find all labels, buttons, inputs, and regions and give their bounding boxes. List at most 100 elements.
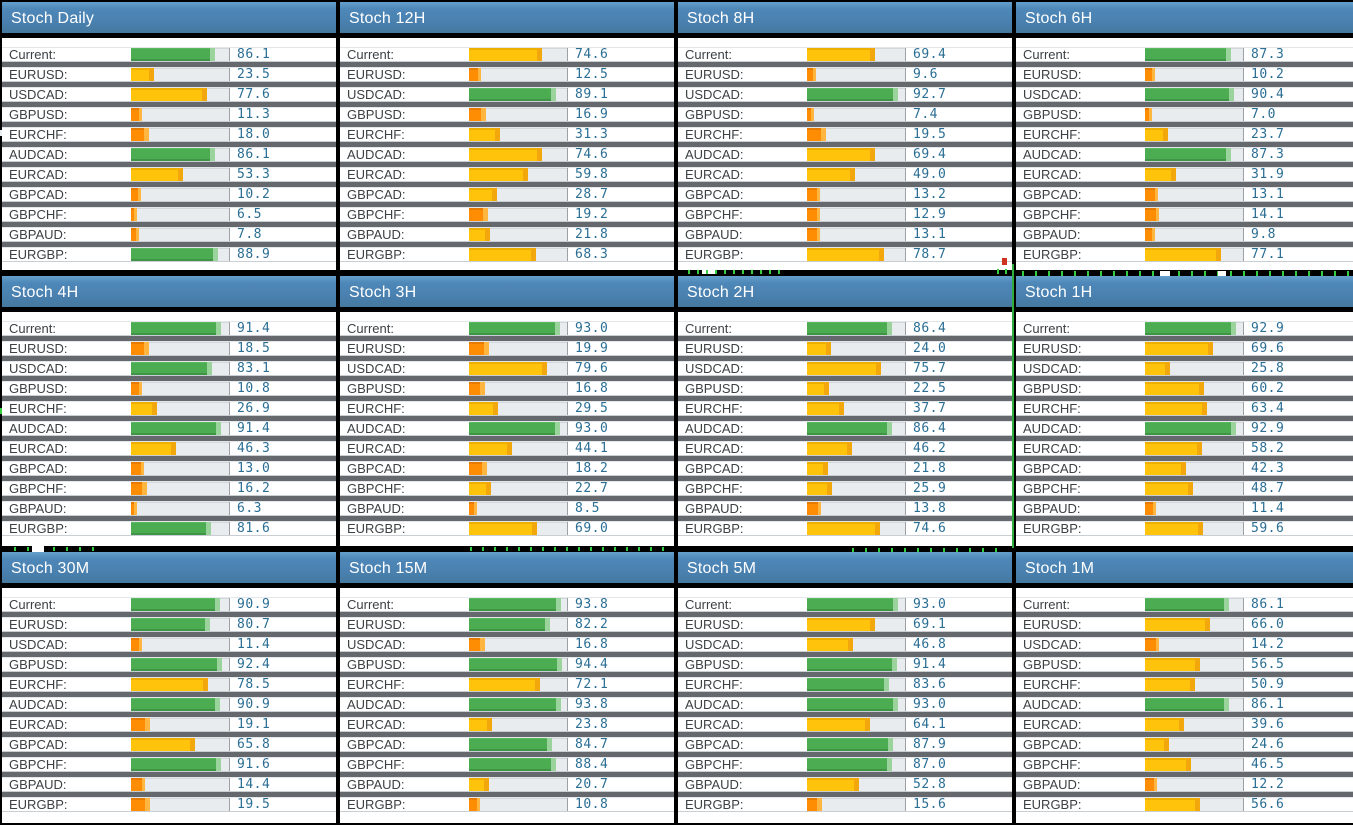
gauge-row-current: Current: 74.6 bbox=[340, 47, 674, 62]
row-separator bbox=[2, 182, 336, 187]
stoch-bar-tip bbox=[523, 168, 528, 181]
row-separator bbox=[1016, 612, 1353, 617]
gauge-row-gbpcad: GBPCAD: 84.7 bbox=[340, 737, 674, 752]
stoch-value: 23.8 bbox=[567, 718, 674, 731]
stoch-bar-track bbox=[469, 598, 567, 611]
gauge-row-gbpaud: GBPAUD: 6.3 bbox=[2, 501, 336, 516]
gauge-row-gbpcad: GBPCAD: 21.8 bbox=[678, 461, 1012, 476]
stoch-bar-track bbox=[807, 188, 905, 201]
pair-label: Current: bbox=[685, 321, 732, 336]
stoch-value: 46.3 bbox=[229, 442, 336, 455]
stoch-bar-tip bbox=[487, 718, 492, 731]
gauge-row-eurusd: EURUSD: 82.2 bbox=[340, 617, 674, 632]
row-separator bbox=[2, 612, 336, 617]
stoch-value: 92.9 bbox=[1243, 322, 1353, 335]
gauge-row-gbpusd: GBPUSD: 56.5 bbox=[1016, 657, 1353, 672]
stoch-bar-fill bbox=[1145, 108, 1152, 121]
row-separator bbox=[2, 376, 336, 381]
stoch-bar-fill bbox=[1145, 502, 1156, 515]
stoch-bar-fill bbox=[469, 618, 550, 631]
stoch-bar-fill bbox=[131, 402, 157, 415]
pair-label: AUDCAD: bbox=[347, 421, 406, 436]
stoch-value: 42.3 bbox=[1243, 462, 1353, 475]
stoch-bar-tip bbox=[876, 362, 881, 375]
stoch-value: 21.8 bbox=[567, 228, 674, 241]
pair-label: GBPCAD: bbox=[685, 187, 744, 202]
pair-label: GBPAUD: bbox=[685, 227, 743, 242]
pair-label: EURCHF: bbox=[347, 401, 405, 416]
stoch-bar-tip bbox=[1149, 108, 1152, 121]
stoch-bar-track bbox=[131, 798, 229, 811]
pair-label: USDCAD: bbox=[685, 87, 744, 102]
pair-label: EURCHF: bbox=[9, 127, 67, 142]
stoch-bar-track bbox=[1145, 68, 1243, 81]
chart-tick bbox=[1282, 271, 1284, 276]
stoch-bar-fill bbox=[807, 402, 844, 415]
pair-label: EURCAD: bbox=[9, 167, 68, 182]
pair-label: USDCAD: bbox=[9, 637, 68, 652]
chart-tick bbox=[697, 270, 699, 274]
row-separator bbox=[340, 416, 674, 421]
stoch-bar-tip bbox=[542, 362, 547, 375]
chart-tick bbox=[742, 270, 744, 274]
gauge-row-eurgbp: EURGBP: 59.6 bbox=[1016, 521, 1353, 536]
gauge-row-audcad: AUDCAD: 93.0 bbox=[340, 421, 674, 436]
stoch-bar-track bbox=[807, 482, 905, 495]
stoch-bar-track bbox=[469, 128, 567, 141]
stoch-bar-tip bbox=[1224, 698, 1229, 711]
stoch-bar-tip bbox=[142, 482, 147, 495]
stoch-bar-fill bbox=[131, 362, 212, 375]
pair-label: AUDCAD: bbox=[685, 147, 744, 162]
chart-tick bbox=[79, 547, 81, 551]
row-separator bbox=[1016, 336, 1353, 341]
stoch-value: 87.3 bbox=[1243, 148, 1353, 161]
stoch-bar-track bbox=[469, 88, 567, 101]
gauge-row-eurchf: EURCHF: 26.9 bbox=[2, 401, 336, 416]
stoch-bar-fill bbox=[469, 322, 560, 335]
stoch-value: 22.7 bbox=[567, 482, 674, 495]
row-separator bbox=[340, 162, 674, 167]
row-separator bbox=[678, 142, 1012, 147]
pair-label: GBPCHF: bbox=[1023, 757, 1081, 772]
chart-tick bbox=[1152, 271, 1154, 276]
row-separator bbox=[678, 62, 1012, 67]
stoch-bar-fill bbox=[1145, 798, 1200, 811]
stoch-bar-fill bbox=[1145, 778, 1157, 791]
chart-tick bbox=[66, 547, 68, 551]
pair-label: EURUSD: bbox=[1023, 341, 1082, 356]
row-separator bbox=[2, 792, 336, 797]
stoch-bar-tip bbox=[1156, 208, 1159, 221]
gauge-row-gbpcad: GBPCAD: 87.9 bbox=[678, 737, 1012, 752]
panel-title: Stoch 15M bbox=[340, 552, 674, 583]
pair-label: GBPCHF: bbox=[9, 757, 67, 772]
gauge-row-audcad: AUDCAD: 93.0 bbox=[678, 697, 1012, 712]
stoch-bar-tip bbox=[870, 618, 875, 631]
stoch-bar-tip bbox=[485, 228, 490, 241]
stoch-bar-fill bbox=[1145, 718, 1184, 731]
chart-tick bbox=[554, 547, 556, 551]
stoch-value: 92.9 bbox=[1243, 422, 1353, 435]
pair-label: EURGBP: bbox=[347, 797, 406, 812]
stoch-value: 20.7 bbox=[567, 778, 674, 791]
stoch-bar-tip bbox=[1155, 188, 1158, 201]
stoch-bar-track bbox=[131, 738, 229, 751]
stoch-value: 63.4 bbox=[1243, 402, 1353, 415]
stoch-bar-tip bbox=[477, 798, 480, 811]
stoch-bar-track bbox=[131, 108, 229, 121]
stoch-bar-fill bbox=[807, 322, 892, 335]
stoch-value: 11.3 bbox=[229, 108, 336, 121]
pair-label: AUDCAD: bbox=[1023, 147, 1082, 162]
panel-title: Stoch 1H bbox=[1016, 276, 1353, 307]
row-separator bbox=[2, 202, 336, 207]
stoch-bar-fill bbox=[131, 68, 154, 81]
stoch-bar-tip bbox=[826, 342, 831, 355]
row-separator bbox=[2, 772, 336, 777]
stoch-value: 89.1 bbox=[567, 88, 674, 101]
chart-tick bbox=[997, 269, 999, 274]
stoch-value: 19.9 bbox=[567, 342, 674, 355]
pair-label: GBPUSD: bbox=[347, 381, 406, 396]
gauge-row-eurusd: EURUSD: 24.0 bbox=[678, 341, 1012, 356]
gauge-row-gbpaud: GBPAUD: 7.8 bbox=[2, 227, 336, 242]
stoch-bar-track bbox=[1145, 362, 1243, 375]
stoch-bar-tip bbox=[893, 88, 898, 101]
